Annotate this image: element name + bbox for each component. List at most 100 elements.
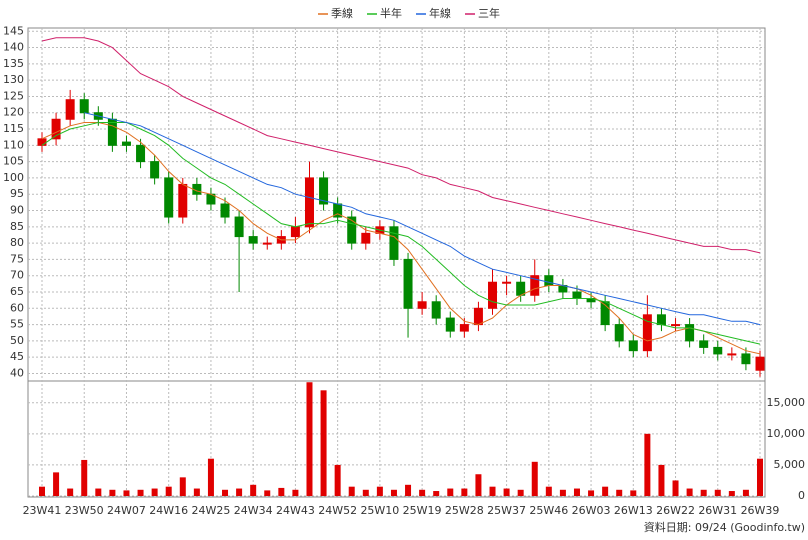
volume-bar <box>559 489 566 496</box>
candle-body <box>403 258 413 309</box>
y-tick-label: 130 <box>3 73 24 86</box>
volume-bar <box>573 488 580 496</box>
x-tick-label: 25W10 <box>360 504 399 517</box>
volume-bar <box>672 480 679 496</box>
candle-body <box>107 118 117 146</box>
candle-body <box>37 138 47 146</box>
volume-bar <box>728 491 735 496</box>
volume-bar <box>545 486 552 496</box>
candle-body <box>150 161 160 179</box>
x-tick-label: 23W50 <box>65 504 104 517</box>
volume-bar <box>447 488 454 496</box>
candle-body <box>642 314 652 352</box>
volume-bar <box>475 474 482 496</box>
candle-body <box>220 203 230 218</box>
candle-body <box>347 216 357 244</box>
x-tick-label: 24W34 <box>234 504 273 517</box>
candle-body <box>572 291 582 300</box>
candle-body <box>65 99 75 120</box>
volume-bar <box>757 458 763 496</box>
volume-bar <box>81 459 88 496</box>
y-tick-label: 70 <box>10 269 24 282</box>
y-tick-label: 45 <box>10 350 24 363</box>
candle-body <box>516 281 526 296</box>
candle-body <box>136 144 146 163</box>
candle-body <box>389 226 399 260</box>
y-tick-label: 80 <box>10 236 24 249</box>
candle-body <box>614 324 624 342</box>
volume-bar <box>630 490 637 496</box>
x-tick-label: 24W25 <box>192 504 231 517</box>
candle-body <box>164 177 174 218</box>
legend-label: 季線 <box>331 6 353 20</box>
y-tick-label: 145 <box>3 24 24 37</box>
volume-bar <box>278 487 285 496</box>
y-tick-label: 100 <box>3 171 24 184</box>
volume-bar <box>714 489 721 496</box>
x-tick-label: 25W46 <box>529 504 568 517</box>
y-tick-label: 120 <box>3 106 24 119</box>
y-tick-label: 105 <box>3 155 24 168</box>
volume-bar <box>320 390 327 496</box>
candle-body <box>671 324 681 327</box>
y-tick-label: 140 <box>3 41 24 54</box>
volume-bar <box>250 484 257 496</box>
volume-bar <box>193 488 200 496</box>
volume-bar <box>700 489 707 496</box>
volume-bar <box>517 489 524 496</box>
candle-body <box>234 216 244 238</box>
ma-line <box>41 122 761 355</box>
volume-bar <box>123 490 130 496</box>
y-tick-label: 60 <box>10 301 24 314</box>
volume-bar <box>306 382 313 496</box>
y-tick-label: 95 <box>10 187 24 200</box>
volume-bar <box>362 489 369 496</box>
volume-bar <box>151 488 158 496</box>
candle-body <box>262 242 272 245</box>
y-tick-label: 135 <box>3 57 24 70</box>
volume-bar <box>616 489 623 496</box>
candle-body <box>628 340 638 352</box>
candle-body <box>473 307 483 326</box>
x-tick-label: 26W13 <box>614 504 653 517</box>
candle-body <box>502 281 512 284</box>
y-tick-label: 110 <box>3 138 24 151</box>
candle-body <box>121 141 131 146</box>
volume-bar <box>419 489 426 496</box>
candle-body <box>685 324 695 342</box>
x-tick-label: 25W19 <box>403 504 442 517</box>
volume-bar <box>109 489 116 496</box>
x-tick-label: 26W39 <box>741 504 780 517</box>
volume-bar <box>588 490 595 496</box>
x-tick-label: 26W03 <box>572 504 611 517</box>
candle-body <box>544 275 554 286</box>
candle-body <box>304 177 314 228</box>
candle-body <box>178 183 188 218</box>
volume-bar <box>207 458 214 496</box>
candle-body <box>488 281 498 309</box>
legend-label: 年線 <box>429 6 451 20</box>
footer: 資料日期: 09/24 (Goodinfo.tw) <box>644 520 805 534</box>
y-tick-label: 75 <box>10 252 24 265</box>
candle-body <box>79 99 89 114</box>
x-tick-label: 23W41 <box>23 504 62 517</box>
volume-bar <box>376 486 383 496</box>
y-tick-label: 125 <box>3 89 24 102</box>
volume-bar <box>53 472 60 496</box>
candle-body <box>417 301 427 309</box>
volume-bar <box>95 488 102 496</box>
ma-line <box>84 112 761 326</box>
volume-bar <box>644 433 651 496</box>
legend-label: 半年 <box>380 6 402 20</box>
volume-bar <box>405 484 412 496</box>
volume-bar <box>264 490 271 496</box>
y-tick-label: 85 <box>10 220 24 233</box>
volume-bar <box>334 464 341 496</box>
volume-bar <box>686 488 693 496</box>
volume-bar <box>489 486 496 496</box>
candle-body <box>51 118 61 140</box>
y2-tick-label: 0 <box>798 489 805 502</box>
volume-bar <box>348 486 355 496</box>
x-tick-label: 25W37 <box>487 504 526 517</box>
